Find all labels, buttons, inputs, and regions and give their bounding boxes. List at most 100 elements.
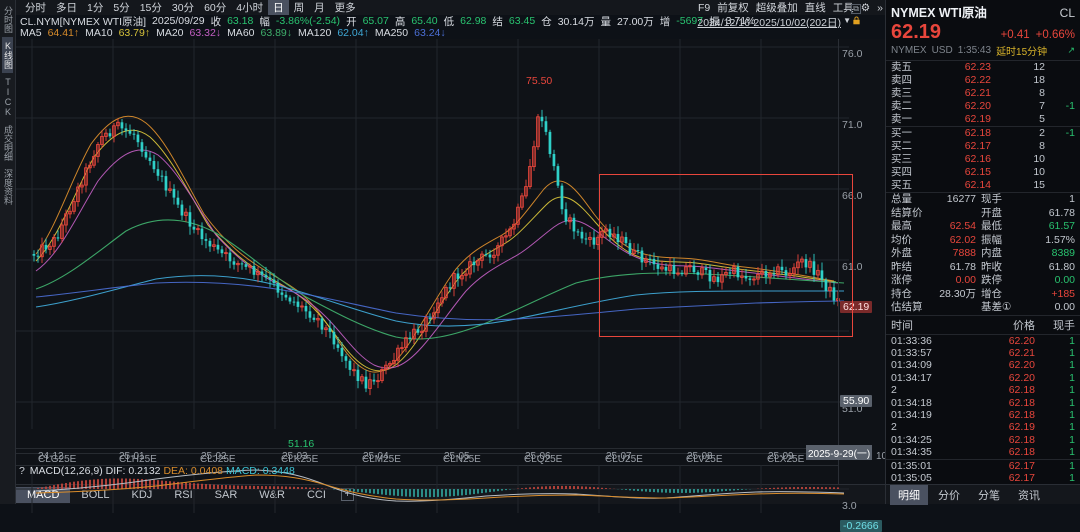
y-tick-3: 61.0 bbox=[842, 261, 862, 273]
period-tab-分时[interactable]: 分时 bbox=[20, 0, 51, 15]
book-volume: 8 bbox=[1001, 87, 1045, 100]
tick-time: 01:35:01 bbox=[891, 460, 963, 472]
toolbar-直线[interactable]: 直线 bbox=[805, 0, 826, 15]
gear-icon[interactable]: ⚙ bbox=[861, 2, 870, 14]
book-price: 62.15 bbox=[933, 166, 1001, 179]
book-level-label: 买三 bbox=[891, 153, 933, 166]
price-change: +0.41 bbox=[1001, 29, 1030, 41]
stat-value bbox=[923, 301, 981, 315]
period-tab-月[interactable]: 月 bbox=[309, 0, 330, 15]
detail-tab-分价[interactable]: 分价 bbox=[930, 485, 968, 505]
detail-tab-明细[interactable]: 明细 bbox=[890, 485, 928, 505]
stat-key-2: 增仓 bbox=[981, 288, 1015, 302]
period-tab-更多[interactable]: 更多 bbox=[330, 0, 361, 15]
period-tab-多日[interactable]: 多日 bbox=[51, 0, 82, 15]
tick-time: 01:34:18 bbox=[891, 397, 963, 409]
instrument-name: NYMEX WTI原油 bbox=[891, 2, 987, 21]
book-level-label: 卖四 bbox=[891, 74, 933, 87]
stat-value bbox=[923, 207, 981, 221]
delay-badge: 延时15分钟 bbox=[996, 43, 1047, 58]
date-range-input[interactable]: 2024/12/16-2025/10/02(202日) bbox=[697, 15, 841, 30]
stat-key: 持仓 bbox=[891, 288, 923, 302]
sidebar-item-3[interactable]: 成交明细 bbox=[2, 121, 13, 165]
y-tick-1: 71.0 bbox=[842, 119, 862, 131]
period-tab-4小时[interactable]: 4小时 bbox=[231, 0, 268, 15]
stat-key-2: 跌停 bbox=[981, 274, 1015, 288]
toolbar-F9[interactable]: F9 bbox=[698, 2, 710, 14]
period-tab-30分[interactable]: 30分 bbox=[167, 0, 199, 15]
lock-icon[interactable] bbox=[852, 16, 861, 25]
help-icon[interactable]: ? bbox=[19, 465, 25, 477]
tick-time: 01:34:17 bbox=[891, 372, 963, 384]
stat-value: 62.02 bbox=[923, 234, 981, 248]
period-tab-5分[interactable]: 5分 bbox=[108, 0, 134, 15]
detail-tab-资讯[interactable]: 资讯 bbox=[1010, 485, 1048, 505]
book-volume: 18 bbox=[1001, 74, 1045, 87]
book-level-label: 买二 bbox=[891, 140, 933, 153]
book-price: 62.18 bbox=[933, 127, 1001, 140]
period-tab-60分[interactable]: 60分 bbox=[199, 0, 231, 15]
period-tab-日[interactable]: 日 bbox=[268, 0, 289, 15]
toolbar-前复权[interactable]: 前复权 bbox=[717, 0, 749, 15]
quote-time: 1:35:43 bbox=[958, 45, 991, 56]
stat-key: 总量 bbox=[891, 193, 923, 207]
tick-volume: 1 bbox=[1035, 434, 1075, 446]
tick-time: 01:34:25 bbox=[891, 434, 963, 446]
ma-name-MA20: MA20 bbox=[156, 27, 183, 39]
snapshot-icon[interactable]: ⧉ bbox=[851, 4, 861, 14]
stat-value: 62.54 bbox=[923, 220, 981, 234]
stat-key-2: 内盘 bbox=[981, 247, 1015, 261]
sidebar-item-1[interactable]: K线图 bbox=[2, 37, 13, 73]
book-delta bbox=[1045, 153, 1075, 166]
tick-price: 62.18 bbox=[963, 446, 1035, 458]
tick-col-time: 时间 bbox=[891, 317, 963, 333]
tick-volume: 1 bbox=[1035, 460, 1075, 472]
stat-value: 7888 bbox=[923, 247, 981, 261]
period-tab-1分[interactable]: 1分 bbox=[82, 0, 108, 15]
period-tab-15分[interactable]: 15分 bbox=[135, 0, 167, 15]
instrument-header: NYMEX WTI原油 CL bbox=[886, 0, 1080, 21]
low-annotation: 51.16 bbox=[288, 438, 314, 450]
more-chevron-icon[interactable]: » bbox=[877, 2, 883, 14]
sidebar-item-4[interactable]: 深度资料 bbox=[2, 165, 13, 209]
dea-value: 0.0408 bbox=[191, 465, 223, 477]
toolbar-超级叠加[interactable]: 超级叠加 bbox=[756, 0, 798, 15]
stat-value-2: +185 bbox=[1015, 288, 1075, 302]
date-label-8: 25-08 bbox=[687, 451, 713, 462]
detail-tab-分笔[interactable]: 分笔 bbox=[970, 485, 1008, 505]
sidebar-item-2[interactable]: TICK bbox=[2, 73, 13, 121]
period-tab-周[interactable]: 周 bbox=[289, 0, 310, 15]
sidebar-item-0[interactable]: 分时图 bbox=[2, 2, 13, 37]
chevron-down-icon[interactable]: ▼ bbox=[843, 16, 851, 25]
